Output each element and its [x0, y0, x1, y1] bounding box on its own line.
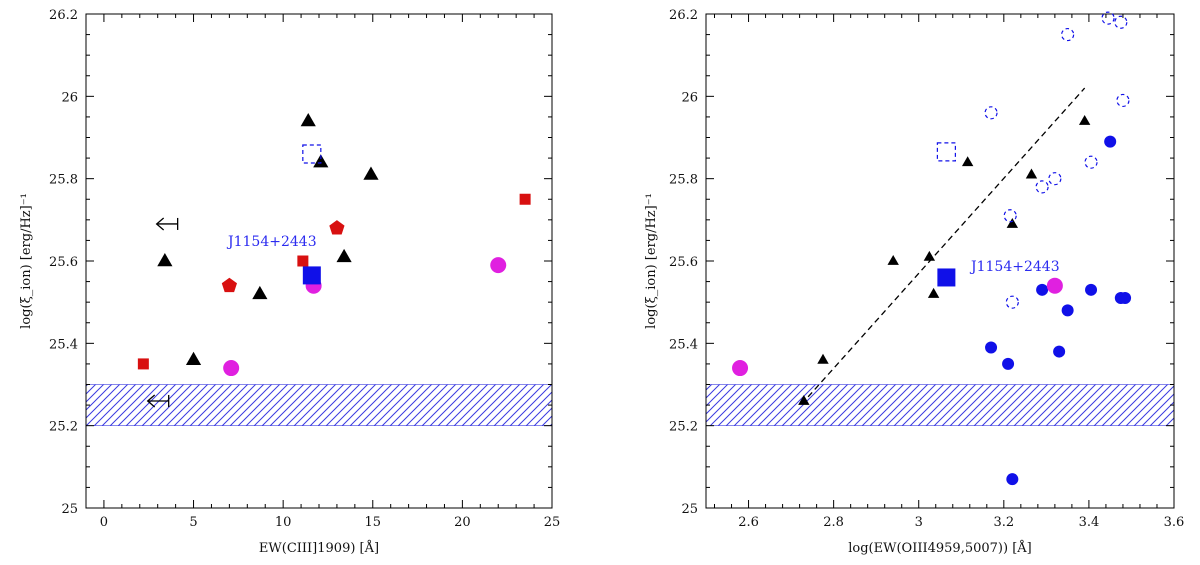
right-point-blue-dashed-circles: [1116, 93, 1130, 108]
right-point-blue-filled-circles: [1085, 283, 1098, 296]
left-y-tick-label: 26.2: [49, 8, 78, 23]
left-point-black-triangles: [313, 154, 329, 168]
right-point-blue-dashed-circles: [1101, 11, 1115, 25]
trend-line: [807, 87, 1086, 398]
right-x-tick-label: 3: [915, 515, 923, 530]
right-point-magenta-circles: [1046, 277, 1063, 294]
right-x-tick-label: 3.6: [1164, 515, 1185, 530]
right-point-small-black-triangles: [923, 250, 936, 261]
right-plot-frame: [705, 13, 1175, 509]
right-point-small-black-triangles: [817, 353, 829, 364]
left-plot-frame: [85, 13, 553, 509]
left-x-tick-label: 25: [544, 515, 561, 530]
right-point-blue-dashed-circles: [1084, 155, 1098, 169]
left-point-upper-limits: [155, 217, 179, 231]
right-point-blue-dashed-circles: [1048, 172, 1062, 186]
left-y-tick-label: 25.2: [49, 420, 78, 435]
left-axis-ticks: 0 5 10 15 20 25 25 25.2 25.4 25.6 25.8 26 26.2: [49, 8, 560, 530]
right-point-small-black-triangles: [887, 255, 899, 265]
right-point-blue-filled-circles: [1119, 292, 1132, 305]
left-panel: 0 5 10 15 20 25 25 25.2 25.4 25.6 25.8 26 26.2 J1154…: [19, 8, 560, 556]
left-point-black-triangles: [252, 285, 268, 300]
right-x-tick-label: 2.8: [823, 515, 844, 530]
hatched-band-left: [85, 384, 553, 426]
left-x-tick-label: 10: [275, 515, 292, 530]
right-y-tick-label: 26.2: [669, 8, 698, 23]
right-point-blue-dashed-circles: [1061, 27, 1075, 42]
left-y-axis-label: log(ξ_ion) [erg/Hz]⁻¹: [19, 193, 34, 329]
right-point-blue-dashed-circles: [1003, 209, 1017, 223]
right-y-tick-label: 25.4: [669, 337, 698, 352]
right-x-axis-label: log(EW(OIII4959,5007)) [Å]: [848, 540, 1031, 556]
left-point-red-pentagons: [221, 277, 237, 293]
right-point-blue-dashed-circles: [1035, 180, 1049, 194]
right-y-tick-label: 25.2: [669, 420, 698, 435]
left-point-black-triangles: [157, 253, 173, 267]
right-point-blue-dashed-square: [936, 142, 956, 162]
right-y-tick-label: 25.8: [669, 173, 698, 188]
right-point-blue-filled-circles: [1006, 473, 1019, 486]
hatched-band-right: [705, 384, 1175, 426]
right-point-small-black-triangles: [927, 287, 940, 298]
left-x-tick-label: 20: [454, 515, 471, 530]
left-x-tick-label: 15: [364, 515, 381, 530]
right-y-tick-label: 25: [681, 502, 698, 517]
left-y-tick-label: 25: [61, 502, 78, 517]
right-y-axis-label: log(ξ_ion) [erg/Hz]⁻¹: [644, 193, 659, 329]
left-x-axis-label: EW(CIII]1909) [Å]: [259, 540, 379, 556]
right-x-tick-label: 3.4: [1079, 515, 1100, 530]
left-y-tick-label: 25.6: [49, 255, 78, 270]
left-limit-arrow-head: [146, 394, 156, 408]
left-point-magenta-circles: [223, 360, 240, 377]
right-point-small-black-triangles: [1006, 217, 1019, 228]
right-point-blue-filled-circles: [1053, 345, 1066, 358]
left-point-J1154+2443: [302, 266, 321, 285]
right-point-blue-filled-circles: [1002, 357, 1015, 370]
left-point-red-squares: [519, 193, 531, 205]
right-point-small-black-triangles: [961, 156, 974, 167]
left-x-tick-label: 0: [100, 515, 108, 530]
right-point-blue-filled-circles: [1104, 135, 1117, 148]
left-y-tick-label: 26: [61, 90, 78, 105]
left-point-black-triangles: [300, 113, 316, 127]
left-point-black-triangles: [336, 248, 352, 263]
right-point-blue-dashed-circles: [1114, 15, 1128, 29]
right-point-blue-dashed-circles: [984, 106, 998, 120]
right-y-tick-label: 26: [681, 90, 698, 105]
left-annotation-j1154: J1154+2443: [226, 234, 317, 250]
left-point-red-squares: [137, 358, 149, 370]
left-y-tick-label: 25.4: [49, 337, 78, 352]
right-panel: 2.6 2.8 3 3.2 3.4 3.6 25 25.2 25.4 25.6 25.8 26 26.2…: [644, 8, 1184, 556]
right-point-small-black-triangles: [1025, 168, 1038, 179]
right-point-small-black-triangles: [1078, 115, 1091, 125]
right-annotation-j1154: J1154+2443: [969, 259, 1060, 275]
left-point-black-triangles: [363, 166, 379, 180]
left-limit-arrow-head: [155, 217, 165, 231]
left-point-red-pentagons: [329, 220, 345, 235]
right-point-blue-filled-circles: [1061, 304, 1074, 317]
right-point-blue-filled-circles: [1036, 283, 1049, 296]
left-point-magenta-circles: [490, 257, 507, 274]
right-point-blue-dashed-circles: [1005, 295, 1019, 309]
left-point-black-triangles: [185, 351, 202, 365]
right-point-J1154+2443: [937, 268, 956, 287]
left-y-tick-label: 25.8: [49, 173, 78, 188]
right-y-tick-label: 25.6: [669, 255, 698, 270]
left-point-upper-limits: [146, 394, 170, 408]
right-axis-ticks: 2.6 2.8 3 3.2 3.4 3.6 25 25.2 25.4 25.6 25.8 26 26.2: [669, 8, 1184, 530]
right-point-small-black-triangles: [798, 394, 810, 405]
left-x-tick-label: 5: [189, 515, 197, 530]
right-x-tick-label: 2.6: [738, 515, 759, 530]
left-point-blue-dashed-square: [302, 144, 322, 164]
right-point-blue-filled-circles: [985, 341, 998, 354]
left-data-points: [137, 113, 531, 408]
right-point-magenta-circles: [732, 360, 749, 377]
left-point-red-squares: [297, 255, 309, 267]
right-data-points: [732, 11, 1132, 486]
right-x-tick-label: 3.2: [993, 515, 1014, 530]
